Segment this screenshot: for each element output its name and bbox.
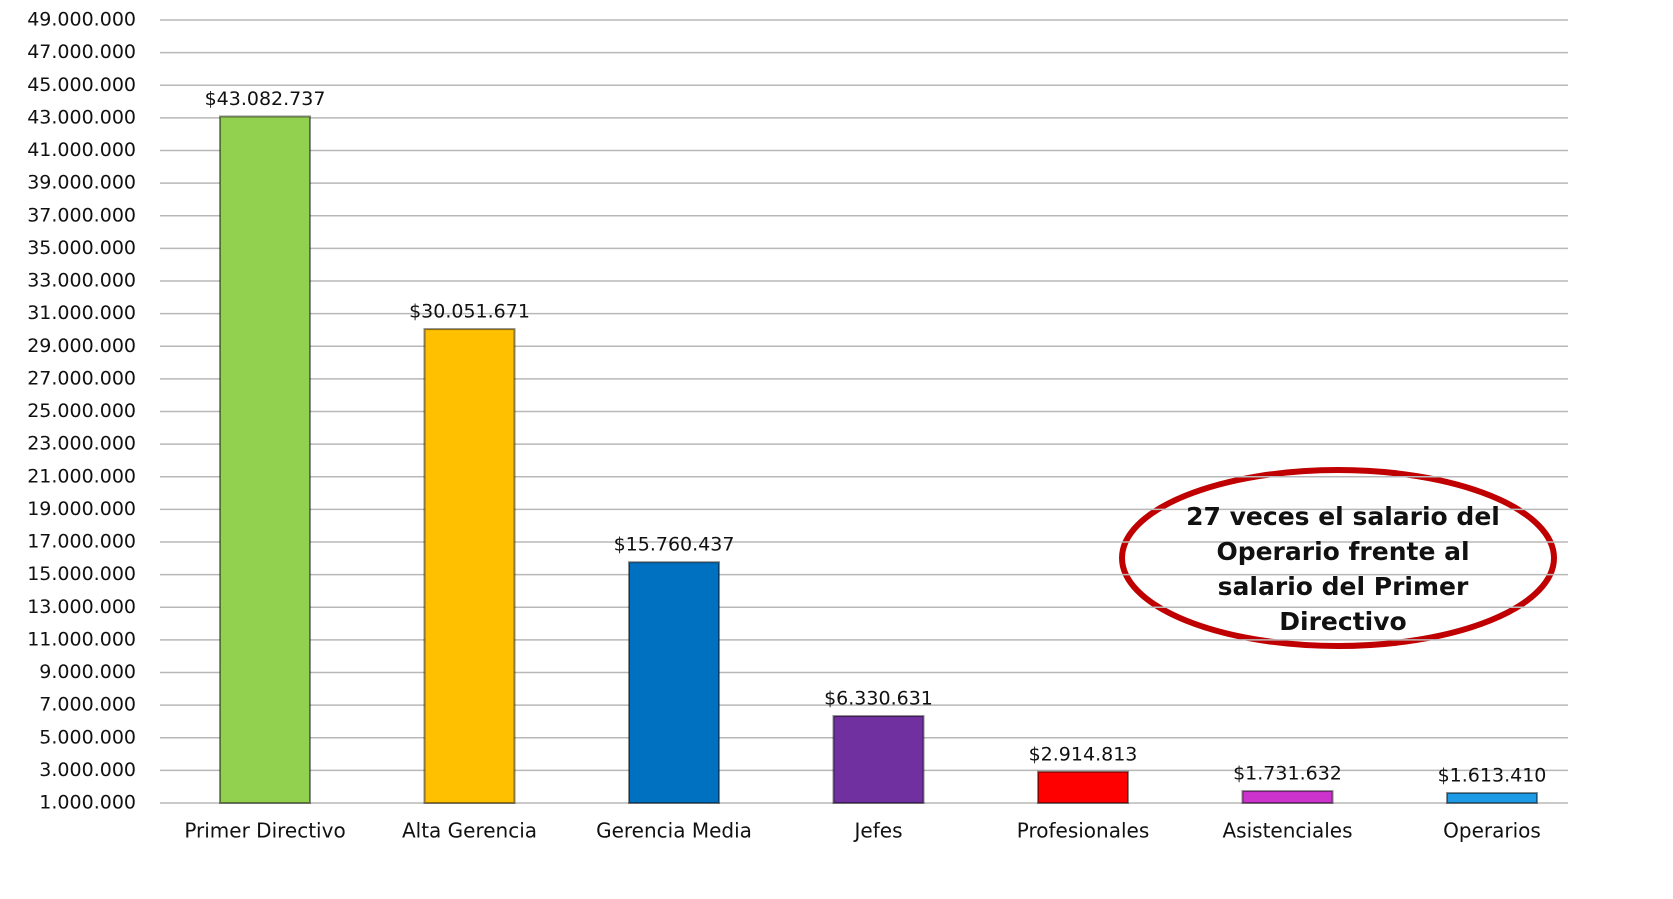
y-tick-label: 43.000.000	[27, 106, 136, 128]
y-tick-label: 45.000.000	[27, 74, 136, 96]
bar	[219, 115, 311, 805]
bar	[1037, 770, 1129, 804]
y-tick-label: 23.000.000	[27, 433, 136, 455]
y-tick-label: 49.000.000	[27, 9, 136, 31]
bar	[423, 328, 516, 804]
y-tick-label: 33.000.000	[27, 270, 136, 292]
y-tick-label: 35.000.000	[27, 237, 136, 259]
annotation-text: Operario frente al	[1216, 537, 1469, 566]
bar	[1241, 790, 1334, 804]
x-tick-label: Operarios	[1443, 819, 1541, 843]
y-tick-label: 19.000.000	[27, 498, 136, 520]
value-label: $43.082.737	[205, 88, 326, 110]
x-tick-label: Primer Directivo	[184, 819, 345, 843]
x-tick-label: Asistenciales	[1223, 819, 1353, 843]
value-label: $6.330.631	[824, 688, 933, 710]
y-tick-label: 15.000.000	[27, 563, 136, 585]
annotation-text: salario del Primer	[1218, 572, 1469, 601]
y-tick-label: 7.000.000	[39, 694, 136, 716]
x-tick-label: Jefes	[853, 819, 903, 843]
y-tick-label: 47.000.000	[27, 41, 136, 63]
y-tick-label: 5.000.000	[39, 726, 136, 748]
y-tick-label: 31.000.000	[27, 302, 136, 324]
x-tick-label: Gerencia Media	[596, 819, 752, 843]
annotation-text: Directivo	[1279, 607, 1406, 636]
y-tick-label: 25.000.000	[27, 400, 136, 422]
bar	[628, 561, 720, 805]
bar	[832, 715, 925, 804]
y-tick-label: 3.000.000	[39, 759, 136, 781]
x-tick-label: Profesionales	[1017, 819, 1150, 843]
annotation-ellipse	[1119, 467, 1557, 649]
value-label: $2.914.813	[1029, 743, 1138, 765]
value-label: $30.051.671	[409, 301, 530, 323]
y-tick-label: 13.000.000	[27, 596, 136, 618]
y-tick-label: 27.000.000	[27, 367, 136, 389]
y-tick-label: 41.000.000	[27, 139, 136, 161]
y-tick-label: 39.000.000	[27, 172, 136, 194]
y-tick-label: 9.000.000	[39, 661, 136, 683]
y-tick-label: 29.000.000	[27, 335, 136, 357]
y-tick-label: 17.000.000	[27, 531, 136, 553]
x-tick-label: Alta Gerencia	[402, 819, 537, 843]
value-label: $1.613.410	[1438, 764, 1547, 786]
value-label: $1.731.632	[1233, 763, 1342, 785]
bar	[1446, 791, 1538, 805]
annotation-text: 27 veces el salario del	[1186, 502, 1500, 531]
y-tick-label: 1.000.000	[39, 792, 136, 814]
y-tick-label: 37.000.000	[27, 204, 136, 226]
y-tick-label: 21.000.000	[27, 465, 136, 487]
y-tick-label: 11.000.000	[27, 628, 136, 650]
value-label: $15.760.437	[614, 534, 735, 556]
